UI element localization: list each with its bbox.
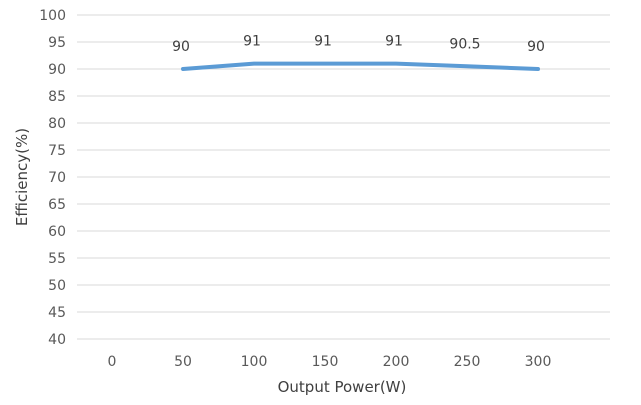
y-tick-label: 45 (48, 305, 66, 321)
y-tick-label: 75 (48, 143, 66, 159)
data-label: 91 (314, 34, 332, 50)
series-lines (181, 61, 540, 71)
y-tick-label: 60 (48, 224, 66, 240)
data-label: 90 (172, 39, 190, 55)
y-tick-label: 55 (48, 251, 66, 267)
data-label: 90.5 (449, 36, 480, 52)
y-axis-ticks: 40 45 50 55 60 65 70 75 80 85 90 95 100 (39, 8, 66, 348)
x-axis-title: Output Power(W) (278, 378, 407, 396)
y-tick-label: 40 (48, 332, 66, 348)
data-label: 91 (243, 34, 261, 50)
x-tick-label: 100 (241, 354, 268, 370)
y-tick-label: 65 (48, 197, 66, 213)
y-tick-label: 90 (48, 62, 66, 78)
y-tick-label: 85 (48, 89, 66, 105)
data-label: 90 (527, 39, 545, 55)
y-tick-label: 70 (48, 170, 66, 186)
x-axis-ticks: 0 50 100 150 200 250 300 (108, 354, 552, 370)
x-tick-label: 250 (454, 354, 481, 370)
x-tick-label: 150 (312, 354, 339, 370)
y-axis-title: Efficiency(%) (13, 128, 31, 226)
data-labels: 90 91 91 91 90.5 90 (172, 34, 545, 55)
x-tick-label: 50 (174, 354, 192, 370)
y-tick-label: 50 (48, 278, 66, 294)
y-tick-label: 95 (48, 35, 66, 51)
x-tick-label: 300 (525, 354, 552, 370)
x-tick-label: 200 (383, 354, 410, 370)
y-tick-label: 80 (48, 116, 66, 132)
y-tick-label: 100 (39, 8, 66, 24)
data-label: 91 (385, 34, 403, 50)
series-line (181, 61, 540, 71)
gridlines (77, 14, 610, 340)
x-tick-label: 0 (108, 354, 117, 370)
